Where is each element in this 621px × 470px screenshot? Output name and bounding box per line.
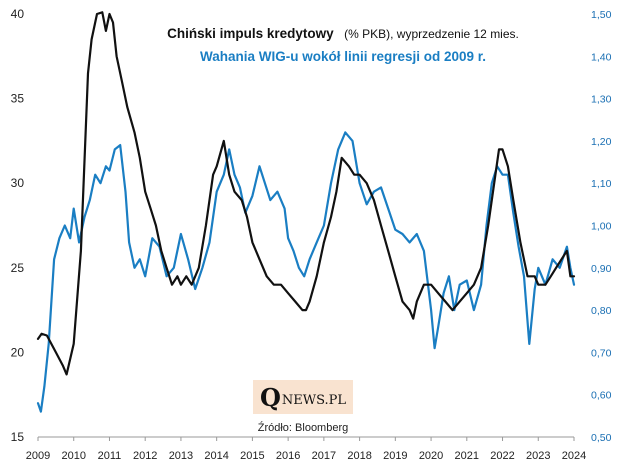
x-tick-label: 2009 [26,450,50,462]
x-tick-label: 2022 [490,450,514,462]
x-tick-label: 2012 [133,450,157,462]
x-tick-label: 2021 [455,450,479,462]
right-tick-label: 1,10 [591,178,612,190]
series-line-wig-deviation [36,131,576,413]
right-tick-label: 1,50 [591,9,612,21]
x-tick-label: 2011 [98,450,122,462]
x-tick-label: 2020 [419,450,443,462]
logo-text: NEWS.PL [281,392,347,408]
right-tick-label: 0,80 [591,305,612,317]
left-tick-label: 35 [11,92,25,106]
right-tick-label: 0,70 [591,347,612,359]
chart-title-line2: Wahania WIG-u wokół linii regresji od 20… [200,49,486,64]
x-tick-label: 2015 [240,450,264,462]
x-tick-label: 2010 [61,450,85,462]
logo-letter: Q [259,382,281,412]
chart-title-bold: Chiński impuls kredytowy [167,26,334,41]
x-tick-label: 2017 [312,450,336,462]
x-tick-label: 2016 [276,450,300,462]
qnews-logo: Q NEWS.PL [253,380,353,414]
x-tick-label: 2013 [169,450,193,462]
x-tick-label: 2023 [526,450,550,462]
right-tick-label: 0,50 [591,432,612,444]
left-tick-label: 15 [11,430,25,444]
title-layer: Chiński impuls kredytowy (% PKB), wyprze… [167,25,519,434]
right-tick-label: 0,60 [591,390,612,402]
left-tick-label: 40 [11,7,25,21]
right-tick-label: 1,00 [591,221,612,233]
x-tick-label: 2014 [204,450,228,462]
left-tick-label: 25 [11,261,25,275]
left-tick-label: 30 [11,176,25,190]
source-note: Źródło: Bloomberg [258,421,349,434]
x-tick-label: 2019 [383,450,407,462]
right-tick-label: 1,20 [591,136,612,148]
right-tick-label: 1,30 [591,94,612,106]
axes-layer: 15 20 25 30 35 40 0,50 0,60 0,70 0,80 0,90 1,00 1,10… [11,7,612,462]
right-tick-label: 1,40 [591,51,612,63]
chart-title-line1: Chiński impuls kredytowy (% PKB), wyprze… [167,25,519,42]
right-tick-label: 0,90 [591,263,612,275]
series-line-credit-impulse [36,11,576,376]
x-tick-label: 2018 [347,450,371,462]
left-tick-label: 20 [11,345,25,359]
chart-title-rest: (% PKB), wyprzedzenie 12 mies. [344,27,519,41]
x-tick-label: 2024 [562,450,586,462]
series-layer [36,11,576,413]
